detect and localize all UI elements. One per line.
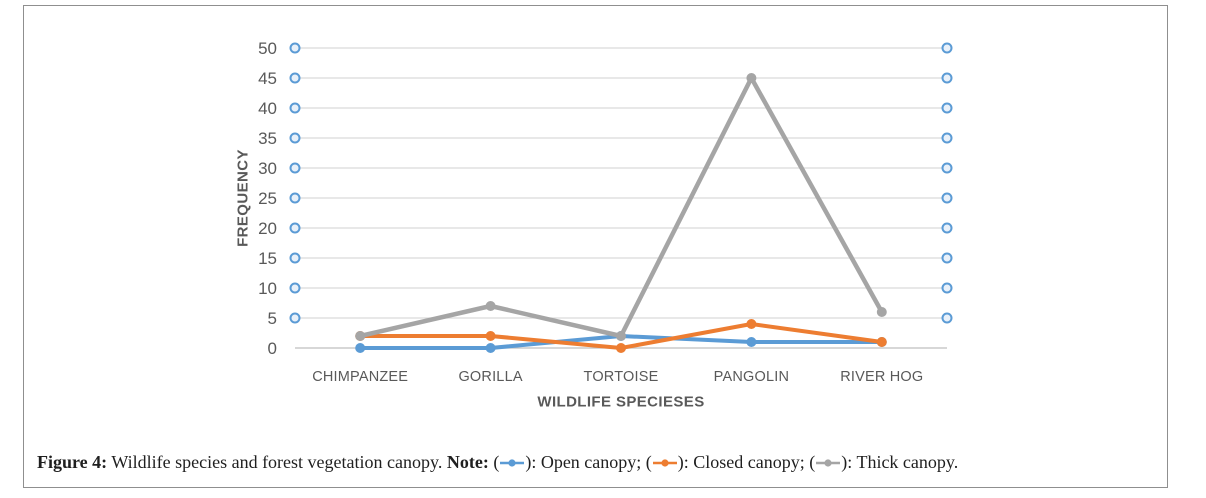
y-tick-label: 20 bbox=[258, 219, 277, 238]
axis-end-circle-icon bbox=[941, 162, 953, 174]
axis-end-circle-icon bbox=[289, 162, 301, 174]
gridlines bbox=[295, 47, 947, 349]
data-point-marker bbox=[876, 337, 887, 347]
data-point-marker bbox=[485, 301, 496, 311]
x-category-label: GORILLA bbox=[458, 369, 522, 385]
axis-end-circle-icon bbox=[289, 102, 301, 114]
x-category-label: RIVER HOG bbox=[840, 369, 923, 385]
axis-end-circle-icon bbox=[941, 132, 953, 144]
data-point-marker bbox=[355, 331, 366, 341]
data-point-marker bbox=[616, 343, 626, 353]
data-point-marker bbox=[355, 343, 366, 353]
y-tick-label: 0 bbox=[268, 339, 277, 358]
data-point-marker bbox=[485, 331, 496, 341]
axis-end-circle-icon bbox=[941, 312, 953, 324]
axis-end-circle-markers bbox=[289, 42, 953, 324]
y-tick-label: 30 bbox=[258, 159, 277, 178]
axis-end-circle-icon bbox=[941, 282, 953, 294]
axis-end-circle-icon bbox=[289, 42, 301, 54]
y-tick-label: 40 bbox=[258, 99, 277, 118]
y-tick-label: 10 bbox=[258, 279, 277, 298]
axis-end-circle-icon bbox=[289, 222, 301, 234]
figure-caption-note-label: Note: bbox=[446, 452, 489, 472]
x-category-label: PANGOLIN bbox=[714, 369, 789, 385]
x-category-label: TORTOISE bbox=[584, 369, 659, 385]
data-point-marker bbox=[616, 331, 626, 341]
axis-end-circle-icon bbox=[289, 72, 301, 84]
series-thick-canopy bbox=[355, 73, 887, 341]
figure-caption-text: Wildlife species and forest vegetation c… bbox=[111, 452, 443, 472]
axis-end-circle-icon bbox=[941, 252, 953, 264]
y-tick-label: 50 bbox=[258, 39, 277, 58]
axis-end-circle-icon bbox=[289, 132, 301, 144]
data-point-marker bbox=[746, 73, 757, 83]
y-axis-title: FREQUENCY bbox=[234, 149, 252, 247]
figure-caption-label: Figure 4: bbox=[37, 452, 108, 472]
legend-line-icon bbox=[652, 458, 678, 468]
wildlife-canopy-line-chart: 0 5 10 15 20 25 30 35 40 45 50 CHIMPANZEE GORILLA TOR… bbox=[258, 39, 953, 385]
axis-end-circle-icon bbox=[289, 192, 301, 204]
legend-line-icon bbox=[815, 458, 841, 468]
data-point-marker bbox=[746, 337, 757, 347]
y-tick-label: 5 bbox=[268, 309, 277, 328]
axis-end-circle-icon bbox=[941, 72, 953, 84]
y-tick-label: 15 bbox=[258, 249, 277, 268]
series-line bbox=[357, 75, 885, 339]
data-point-marker bbox=[746, 319, 757, 329]
axis-end-circle-icon bbox=[289, 252, 301, 264]
axis-end-circle-icon bbox=[941, 222, 953, 234]
y-tick-label: 35 bbox=[258, 129, 277, 148]
x-axis-title: WILDLIFE SPECIESES bbox=[537, 393, 705, 411]
figure-caption: Figure 4: Wildlife species and forest ve… bbox=[37, 452, 1137, 473]
x-category-labels: CHIMPANZEE GORILLA TORTOISE PANGOLIN RIVER H… bbox=[312, 369, 923, 385]
data-point-marker bbox=[485, 343, 496, 353]
y-tick-label: 45 bbox=[258, 69, 277, 88]
axis-end-circle-icon bbox=[289, 282, 301, 294]
axis-end-circle-icon bbox=[289, 312, 301, 324]
y-tick-label: 25 bbox=[258, 189, 277, 208]
data-point-marker bbox=[876, 307, 887, 317]
x-category-label: CHIMPANZEE bbox=[312, 369, 408, 385]
figure-border bbox=[23, 5, 1168, 488]
figure-caption-legend: (): Open canopy; (): Closed canopy; (): … bbox=[488, 452, 959, 472]
axis-end-circle-icon bbox=[941, 42, 953, 54]
axis-end-circle-icon bbox=[941, 192, 953, 204]
legend-line-icon bbox=[499, 458, 525, 468]
axis-end-circle-icon bbox=[941, 102, 953, 114]
y-tick-labels: 0 5 10 15 20 25 30 35 40 45 50 bbox=[258, 39, 277, 358]
